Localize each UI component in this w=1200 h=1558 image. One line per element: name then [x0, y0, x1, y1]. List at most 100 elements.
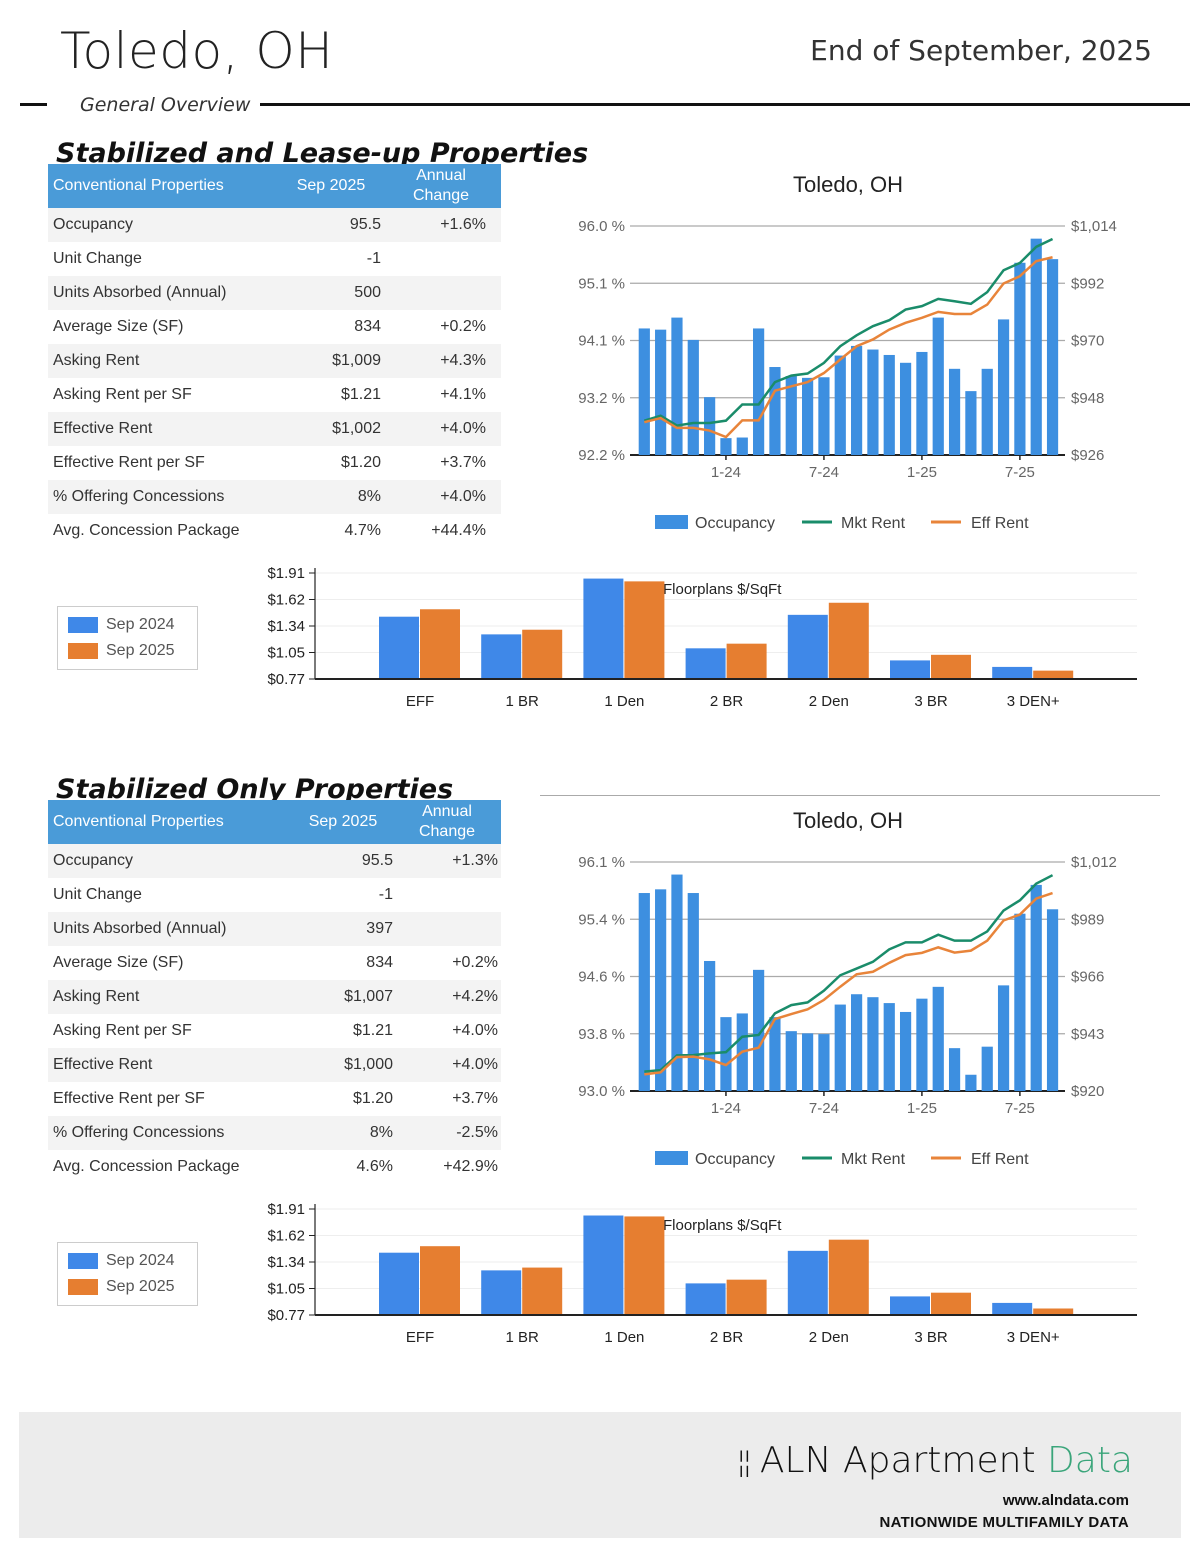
- metric-annual-change: +4.0%: [393, 1048, 501, 1082]
- metric-annual-change: [381, 276, 501, 310]
- occupancy-bar: [720, 438, 732, 455]
- y2-tick-label: $970: [1071, 333, 1104, 350]
- metric-value: 834: [354, 318, 381, 335]
- metric-label: Asking Rent per SF: [53, 386, 192, 403]
- y-tick-label: 93.0 %: [578, 1083, 625, 1100]
- y2-tick-label: $1,012: [1071, 854, 1117, 871]
- table-row: Units Absorbed (Annual) 500: [48, 276, 501, 310]
- table-row: Asking Rent per SF $1.21 +4.1%: [48, 378, 501, 412]
- metric-value: 397: [293, 912, 393, 946]
- legend-occupancy: Occupancy: [695, 515, 775, 532]
- table-row: % Offering Concessions 8% -2.5%: [48, 1116, 501, 1150]
- metric-value: 8%: [293, 1116, 393, 1150]
- legend-item: Sep 2024: [68, 615, 175, 635]
- sep-2024-bar: [685, 648, 726, 679]
- occupancy-bar: [932, 986, 944, 1091]
- metric-annual-change: -2.5%: [393, 1116, 501, 1150]
- occupancy-bar: [981, 1046, 993, 1091]
- column-header: Annual Change: [381, 164, 501, 208]
- occupancy-bar: [948, 1048, 961, 1091]
- sep-2024-bar: [890, 660, 930, 679]
- metric-label: % Offering Concessions: [48, 1116, 293, 1150]
- occupancy-bar: [965, 391, 977, 455]
- sep-2025-bar: [522, 1267, 563, 1315]
- metric-label: Asking Rent: [48, 344, 281, 378]
- category-label: 1 Den: [604, 1329, 644, 1346]
- legend-occupancy: Occupancy: [695, 1151, 775, 1168]
- page-subtitle: General Overview: [80, 94, 251, 116]
- occupancy-bar: [704, 397, 716, 455]
- table-row: Avg. Concession Package 4.6% +42.9%: [48, 1150, 501, 1184]
- legend-occupancy-swatch: [655, 515, 688, 529]
- sep-2025-bar: [420, 609, 460, 679]
- metric-value: -1: [366, 250, 381, 267]
- metric-value: $1,007: [293, 980, 393, 1014]
- sep-2024-bar: [787, 1250, 828, 1315]
- chart-title: Toledo, OH: [793, 808, 903, 833]
- metric-label: Units Absorbed (Annual): [48, 912, 293, 946]
- metric-annual-change: +4.0%: [381, 480, 501, 514]
- category-label: 1 BR: [506, 693, 540, 710]
- category-label: 2 Den: [809, 693, 849, 710]
- divider: [540, 795, 1160, 796]
- metric-label: Unit Change: [53, 886, 142, 903]
- sep-2025-bar: [522, 629, 563, 679]
- table-row: Avg. Concession Package 4.7% +44.4%: [48, 514, 501, 548]
- section-heading: Stabilized and Lease-up Properties: [56, 138, 589, 169]
- occupancy-bar: [997, 985, 1010, 1091]
- sep-2024-bar: [379, 1252, 419, 1315]
- metric-label: Effective Rent: [48, 412, 281, 446]
- metric-annual-change: [393, 912, 501, 946]
- occupancy-bar: [834, 355, 846, 455]
- metric-value: 95.5: [293, 844, 393, 878]
- chart-title: Floorplans $/SqFt: [663, 581, 782, 598]
- metric-annual-change: +4.0%: [381, 412, 501, 446]
- mkt-rent-line: [644, 874, 1054, 1073]
- table-row: Asking Rent $1,009 +4.3%: [48, 344, 501, 378]
- occupancy-bar: [1046, 259, 1059, 455]
- category-label: 3 BR: [914, 1329, 948, 1346]
- metric-label: Asking Rent: [48, 980, 293, 1014]
- sep-2025-bar: [828, 602, 869, 679]
- sep-2024-bar: [583, 578, 624, 679]
- bar-legend: Sep 2024 Sep 2025: [57, 1242, 198, 1306]
- logo-bars-icon: ¦¦: [736, 1445, 752, 1480]
- website-link[interactable]: www.alndata.com: [1002, 1492, 1129, 1509]
- report-date: End of September, 2025: [810, 34, 1152, 67]
- occupancy-bar: [638, 328, 650, 455]
- occupancy-bar: [802, 377, 814, 455]
- occupancy-bar: [932, 317, 944, 455]
- y-tick-label: $1.62: [267, 1228, 305, 1245]
- table-row: Effective Rent per SF $1.20 +3.7%: [48, 1082, 501, 1116]
- footer: ¦¦ ALN Apartment Data www.alndata.com NA…: [19, 1412, 1181, 1538]
- y2-tick-label: $926: [1071, 447, 1104, 464]
- occupancy-bar: [867, 997, 879, 1091]
- sep-2024-bar: [481, 634, 522, 679]
- occupancy-bar: [1014, 913, 1026, 1091]
- sep-2024-bar: [583, 1215, 624, 1315]
- metric-annual-change: +0.2%: [440, 318, 486, 335]
- category-label: 1 BR: [506, 1329, 540, 1346]
- occupancy-bar: [899, 362, 912, 455]
- occupancy-bar: [867, 349, 879, 455]
- y-tick-label: 92.2 %: [578, 447, 625, 464]
- x-tick-label: 7-24: [809, 1100, 839, 1117]
- metric-label: Occupancy: [48, 208, 281, 242]
- metric-value: 4.6%: [356, 1158, 393, 1175]
- occupancy-bar: [638, 893, 650, 1091]
- legend-eff-rent: Eff Rent: [971, 515, 1029, 532]
- occupancy-bar: [802, 1033, 814, 1091]
- metric-annual-change: +3.7%: [452, 1090, 498, 1107]
- occupancy-rent-chart: Toledo, OH 96.1 % $1,012 95.4 % $989 94.6 % $9…: [578, 808, 1117, 1168]
- occupancy-bar: [916, 998, 928, 1091]
- chart-title: Toledo, OH: [793, 172, 903, 197]
- metric-annual-change: +0.2%: [452, 954, 498, 971]
- metric-label: % Offering Concessions: [48, 480, 281, 514]
- y-tick-label: $0.77: [267, 1307, 305, 1324]
- section-heading: Stabilized Only Properties: [56, 774, 454, 805]
- y-tick-label: $1.05: [267, 1281, 305, 1298]
- y-tick-label: 96.0 %: [578, 218, 625, 235]
- y-tick-label: $1.91: [267, 1201, 305, 1218]
- legend-occupancy-swatch: [655, 1151, 688, 1165]
- metric-value: 500: [281, 276, 381, 310]
